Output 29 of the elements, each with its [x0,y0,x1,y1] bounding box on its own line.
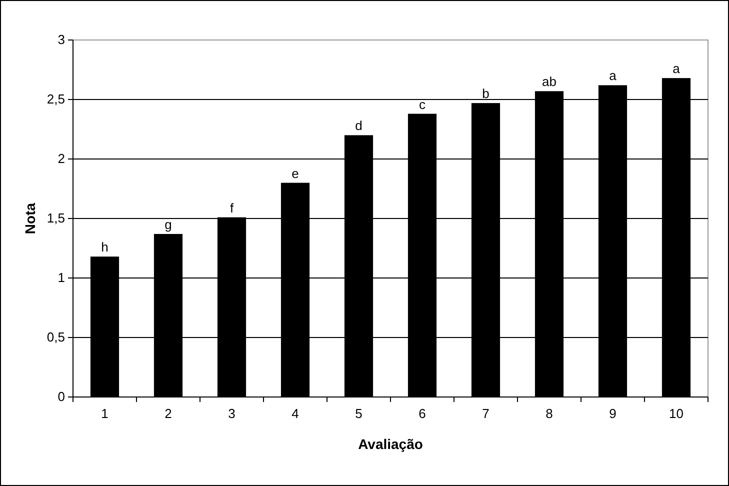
y-tick-label: 3 [58,32,65,48]
annotation: d [355,118,362,134]
y-tick-label: 0 [58,389,65,404]
annotation: c [419,96,426,112]
annotation: f [230,200,234,216]
x-tick-label: 2 [164,406,172,422]
annotation: a [609,68,618,84]
x-tick-label: 8 [546,406,553,422]
x-tick-label: 3 [228,406,236,422]
y-axis-title: Nota [22,202,38,234]
annotation: g [164,216,172,232]
y-tick-label: 2,5 [46,92,65,107]
x-tick-label: 10 [669,406,684,422]
annotation: h [101,240,108,255]
y-tick-label: 2 [58,151,65,166]
annotation: a [672,61,681,76]
annotation: e [292,166,299,181]
y-tick-label: 1 [58,270,65,286]
annotation: b [482,86,490,102]
x-tick-label: 7 [482,406,490,422]
x-tick-label: 4 [292,406,299,422]
x-axis-title: Avaliação [358,436,423,452]
x-tick-label: 6 [418,406,426,422]
y-tick-label: 1,5 [46,210,65,226]
x-tick-label: 5 [355,406,362,422]
y-tick-label: 0,5 [46,330,65,345]
x-tick-label: 1 [101,406,108,422]
x-tick-label: 9 [609,406,616,422]
annotation: ab [542,74,556,90]
